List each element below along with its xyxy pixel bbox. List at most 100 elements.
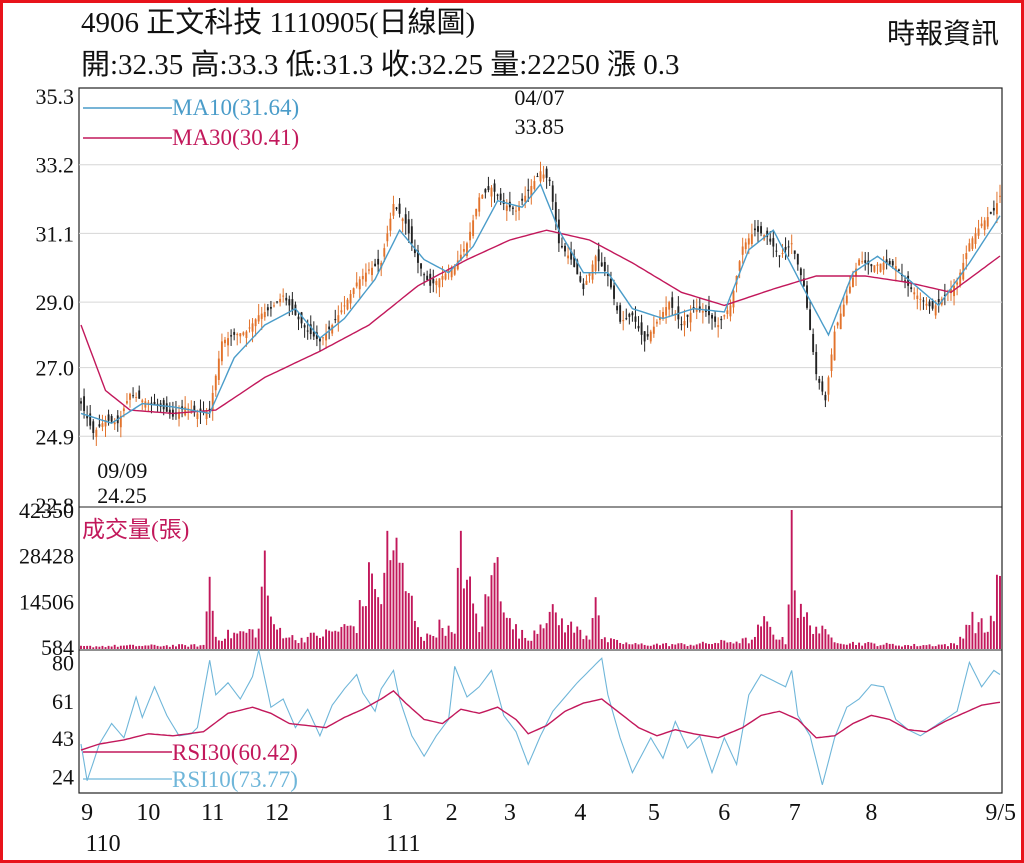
volume-bar (907, 645, 910, 649)
candle-body (999, 195, 1001, 197)
candle-body (306, 330, 309, 332)
volume-bar (686, 645, 689, 649)
candle-body (355, 282, 358, 287)
volume-bar (901, 646, 903, 649)
candle-body (398, 203, 401, 214)
candle-body (285, 297, 288, 301)
volume-bar (744, 637, 747, 649)
low-annotation-value: 24.25 (97, 483, 146, 508)
candle-body (717, 325, 720, 328)
volume-bar (793, 590, 796, 649)
candle-body (95, 429, 98, 437)
volume-bar (171, 644, 174, 649)
volume-bar (101, 645, 104, 649)
candle-body (564, 245, 566, 252)
volume-bar (95, 646, 98, 649)
volume-bar (855, 645, 857, 649)
volume-bar (487, 596, 490, 649)
volume-bar (481, 626, 484, 649)
volume-bar (178, 644, 180, 649)
volume-bar (260, 586, 263, 649)
candle-body (845, 295, 848, 304)
candle-body (827, 377, 830, 395)
candle-body (426, 275, 429, 281)
volume-bar (812, 633, 815, 649)
volume-bar (318, 637, 321, 649)
volume-bar (263, 550, 266, 649)
volume-bar (407, 593, 410, 649)
volume-bar (386, 530, 389, 649)
volume-bar (631, 644, 634, 649)
candle-body (125, 401, 128, 404)
volume-bar (404, 591, 407, 649)
candle-body (950, 289, 952, 294)
candle-body (533, 181, 536, 190)
volume-bar (306, 636, 309, 649)
candle-body (349, 293, 352, 304)
volume-bar (570, 621, 573, 649)
volume-bar (515, 624, 517, 649)
candle-body (386, 233, 389, 242)
volume-bar (894, 645, 897, 649)
candle-body (245, 331, 248, 338)
candle-body (233, 332, 236, 335)
candle-body (539, 171, 542, 182)
candle-body (199, 408, 202, 413)
volume-tick-label: 14506 (19, 589, 74, 614)
candle-body (649, 331, 652, 342)
candle-body (729, 305, 732, 317)
volume-bar (582, 639, 585, 649)
volume-bar (184, 645, 187, 649)
volume-bar (135, 646, 138, 649)
volume-bar (888, 643, 891, 649)
candle-body (992, 207, 995, 211)
volume-bar (475, 613, 478, 649)
volume-bar (435, 637, 438, 649)
candle-body (986, 217, 989, 227)
volume-bar (735, 641, 738, 649)
candle-body (919, 298, 922, 300)
volume-bar (708, 643, 710, 649)
volume-bar (799, 603, 802, 649)
volume-bar (125, 645, 128, 649)
candle-body (567, 255, 570, 259)
candle-body (527, 189, 530, 191)
candle-body (447, 271, 450, 273)
candle-body (300, 312, 303, 324)
volume-bar (383, 572, 386, 649)
candle-body (481, 194, 484, 199)
candle-body (358, 279, 361, 290)
volume-bar (312, 632, 315, 649)
candle-body (469, 231, 471, 241)
x-tick-label: 2 (446, 800, 458, 826)
candle-body (640, 322, 643, 335)
rsi10-legend-label: RSI10(73.77) (172, 767, 298, 792)
candle-body (224, 339, 226, 344)
candle-body (588, 272, 591, 276)
volume-bar (680, 643, 683, 649)
candle-body (288, 299, 291, 306)
chart-title: 4906 正文科技 1110905(日線圖) (81, 7, 476, 39)
candle-body (824, 394, 827, 401)
volume-bar (824, 629, 827, 649)
volume-tick-label: 42350 (19, 498, 74, 523)
volume-bar (634, 643, 637, 649)
candle-body (453, 266, 456, 275)
x-tick-label: 4 (574, 800, 586, 826)
ma10-line (80, 182, 1001, 424)
candle-body (122, 408, 125, 412)
candle-body (263, 311, 266, 318)
volume-bar (472, 603, 475, 649)
volume-bar (86, 645, 89, 649)
volume-bar (175, 646, 177, 649)
candle-body (334, 319, 337, 321)
volume-bar (821, 625, 824, 649)
volume-bar (104, 647, 107, 649)
candle-body (318, 338, 321, 342)
volume-bar (220, 640, 223, 649)
candle-body (692, 307, 695, 309)
volume-bar (613, 639, 615, 649)
volume-bar (711, 644, 713, 649)
price-tick-label: 24.9 (36, 424, 75, 449)
candle-body (423, 274, 426, 276)
